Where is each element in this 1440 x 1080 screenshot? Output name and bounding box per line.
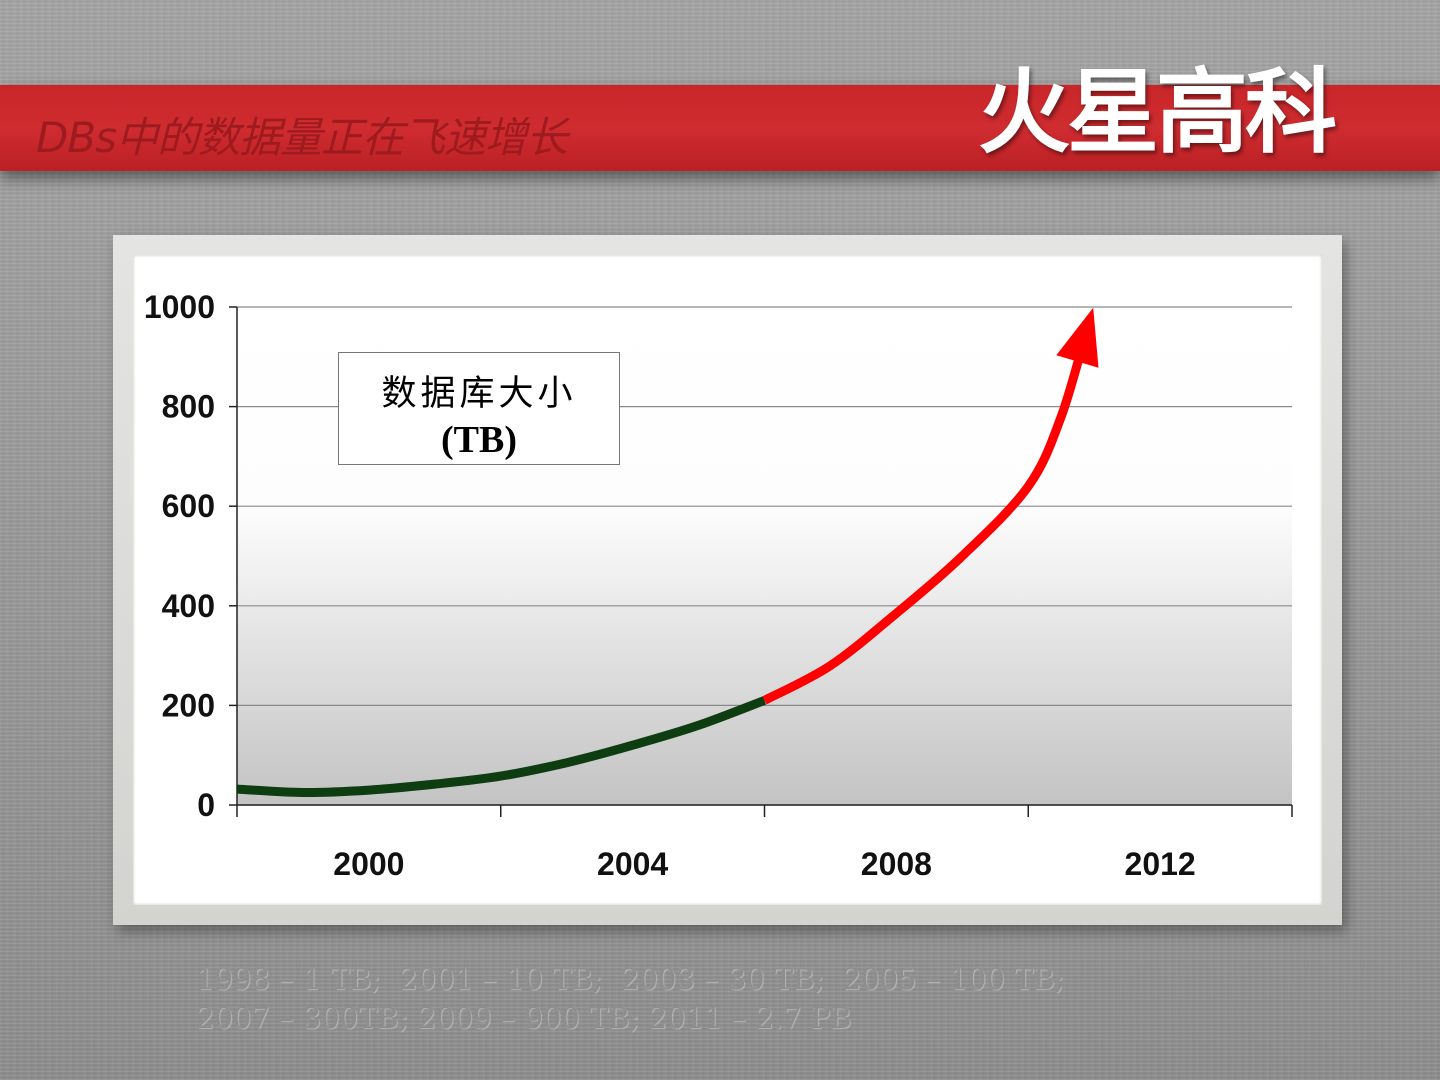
x-tick-label: 2004 xyxy=(597,846,668,882)
y-tick-label: 600 xyxy=(162,488,215,524)
arrow-head xyxy=(1056,307,1099,368)
y-tick-label: 1000 xyxy=(144,289,215,325)
title-band xyxy=(0,85,1440,171)
x-tick-label: 2012 xyxy=(1125,846,1196,882)
legend-label: 数据库大小 xyxy=(381,374,577,414)
projected-series-line xyxy=(762,325,1092,705)
historical-series-line xyxy=(236,696,767,798)
legend-unit: (TB) xyxy=(441,419,517,461)
y-tick-label: 800 xyxy=(162,389,215,425)
y-tick-label: 400 xyxy=(162,588,215,624)
y-tick-label: 0 xyxy=(197,787,215,823)
chart-legend-box: 数据库大小 (TB) xyxy=(338,352,620,465)
x-tick-label: 2000 xyxy=(333,846,404,882)
footnote: 1998 – 1 TB; 2001 – 10 TB; 2003 – 30 TB;… xyxy=(196,960,1246,1038)
page-title: DBs中的数据量正在飞速增长 xyxy=(36,113,568,162)
footnote-line-1: 1998 – 1 TB; 2001 – 10 TB; 2003 – 30 TB;… xyxy=(196,962,1065,996)
brand-logo: 火星高科 xyxy=(978,59,1337,166)
footnote-line-2: 2007 – 300TB; 2009 – 900 TB; 2011 – 2.7 … xyxy=(196,1001,852,1035)
y-tick-label: 200 xyxy=(162,687,215,723)
x-tick-label: 2008 xyxy=(861,846,932,882)
